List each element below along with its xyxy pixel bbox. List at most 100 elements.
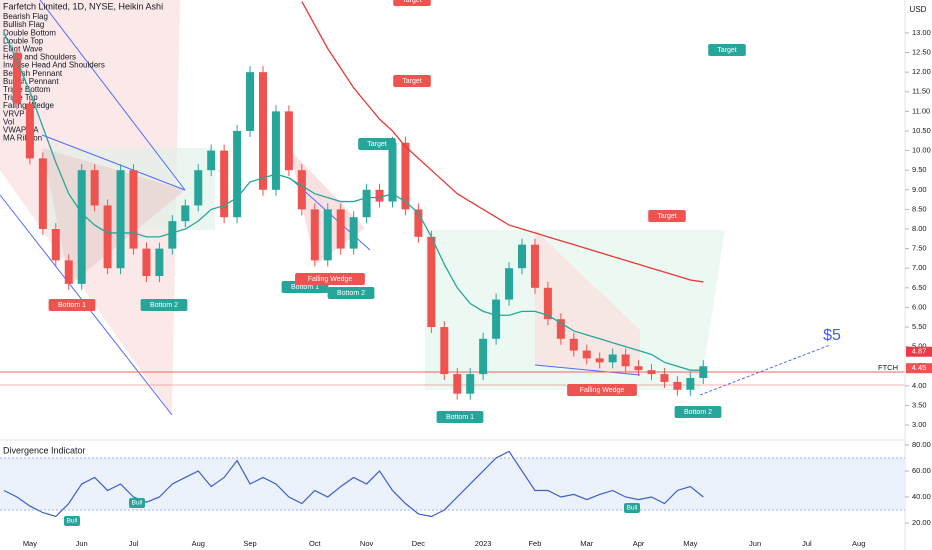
annotation-box: [327, 287, 375, 299]
x-tick-label: Jul: [802, 539, 812, 548]
x-tick-label: Nov: [360, 539, 374, 548]
candle: [116, 170, 125, 269]
candle: [259, 72, 267, 190]
x-tick-label: Jul: [129, 539, 139, 548]
candle: [38, 158, 47, 229]
trend-line: [534, 364, 641, 376]
x-tick-label: Sep: [243, 539, 256, 548]
y-tick-label: 12.50: [912, 48, 931, 57]
candle: [518, 244, 526, 269]
y-tick-label: 13.00: [912, 28, 931, 37]
annotation: Bottom 2: [684, 409, 712, 416]
legend-entry: Bullish Flag: [3, 20, 44, 29]
legend-entry: VWAP AA: [3, 126, 39, 135]
candle: [414, 209, 423, 237]
candle: [621, 354, 630, 367]
annotation-box: [436, 411, 484, 423]
candle: [427, 236, 436, 328]
price-label-box: [906, 346, 932, 357]
signal: Bull: [67, 518, 78, 525]
candle: [220, 150, 229, 218]
y-tick-label: 10.00: [912, 146, 931, 155]
y-tick-label: 5.00: [912, 342, 927, 351]
candle: [388, 142, 397, 202]
annotation: Bottom 2: [337, 290, 365, 297]
candle: [129, 170, 138, 249]
legend-entry: Vol: [3, 117, 14, 126]
candle: [271, 111, 280, 190]
annotation-box: [393, 75, 431, 87]
candle: [323, 209, 332, 261]
y-tick-label: 6.00: [912, 302, 927, 311]
annotation: Falling Wedge: [580, 387, 625, 394]
candle: [595, 358, 604, 363]
y-tick-label: 7.50: [912, 244, 927, 253]
candle: [77, 170, 86, 284]
candle: [181, 205, 190, 222]
candle: [634, 366, 643, 371]
candle: [349, 217, 358, 249]
price-label: 4.45: [912, 363, 927, 372]
x-tick-label: 2023: [475, 539, 492, 548]
candle: [543, 287, 552, 320]
y-tick-label: 20.00: [912, 518, 931, 527]
x-tick-label: May: [683, 539, 697, 548]
candle: [168, 221, 177, 249]
legend-entry: Double Top: [3, 36, 44, 45]
signal: Bull: [132, 500, 143, 507]
candle: [90, 170, 99, 206]
annotation-box: [648, 210, 686, 222]
candle: [569, 338, 578, 351]
moving-average: [3, 32, 704, 371]
y-tick-label: 11.00: [912, 106, 930, 115]
candle: [453, 374, 462, 394]
candle: [660, 374, 669, 382]
annotation: Target: [717, 47, 737, 54]
price-label: 4.87: [912, 347, 927, 356]
candle: [401, 142, 410, 210]
moving-average: [301, 1, 704, 283]
trend-line: [41, 134, 186, 191]
annotation-box: [708, 44, 746, 56]
candle: [362, 189, 371, 218]
y-tick-label: 11.50: [912, 87, 930, 96]
candle: [297, 170, 306, 210]
y-tick-label: 9.00: [912, 185, 927, 194]
annotation-box: [358, 138, 396, 150]
annotation-box: [674, 406, 722, 418]
candle: [207, 150, 216, 171]
annotation: Target: [657, 213, 677, 220]
trend-line: [39, 0, 186, 191]
legend-entry: Bearish Pennant: [3, 69, 63, 78]
y-tick-label: 9.50: [912, 165, 927, 174]
x-tick-label: May: [23, 539, 37, 548]
y-tick-label: 40.00: [912, 492, 931, 501]
annotation: Target: [402, 0, 422, 4]
candle: [479, 338, 488, 375]
signal: Bull: [627, 505, 638, 512]
indicator-line: [3, 450, 704, 518]
candle: [699, 366, 708, 379]
legend-entry: Bullish Pennant: [3, 77, 59, 86]
annotation-box: [393, 0, 431, 6]
candle: [25, 103, 34, 159]
candle: [310, 209, 319, 261]
candle: [233, 130, 242, 218]
y-tick-label: 3.00: [912, 420, 927, 429]
candle: [505, 268, 514, 300]
y-tick-label: 5.50: [912, 322, 927, 331]
candle: [530, 244, 539, 288]
x-tick-label: Aug: [192, 539, 205, 548]
candle: [647, 370, 656, 375]
legend-entry: Elliot Wave: [3, 45, 43, 54]
y-tick-label: 8.00: [912, 224, 927, 233]
x-tick-label: Apr: [633, 539, 645, 548]
candle: [375, 189, 384, 202]
x-tick-label: Dec: [412, 539, 426, 548]
legend-entry: Inverse Head And Shoulders: [3, 61, 105, 70]
symbol-label: FTCH: [878, 363, 898, 372]
legend-entry: Double Bottom: [3, 28, 56, 37]
annotation: Bottom 2: [150, 302, 178, 309]
x-tick-label: Jun: [749, 539, 761, 548]
y-tick-label: 4.00: [912, 381, 927, 390]
